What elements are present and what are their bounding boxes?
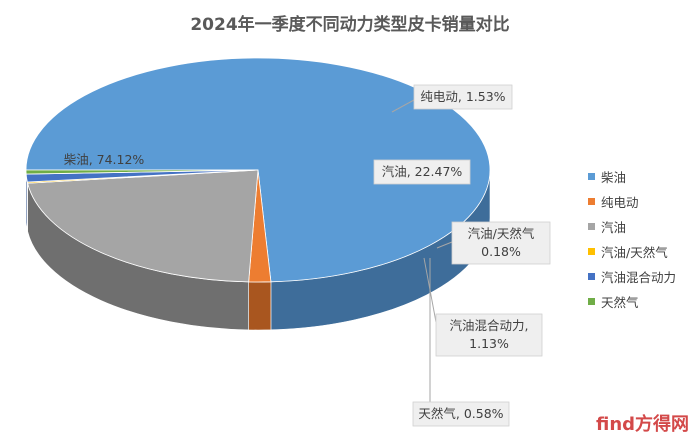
legend-label: 天然气	[601, 295, 639, 310]
data-label-box-1	[413, 84, 513, 110]
data-label-2: 汽油, 22.47%	[382, 164, 463, 179]
legend-label: 汽油	[601, 220, 627, 235]
legend-label: 纯电动	[601, 195, 639, 210]
data-label-1: 纯电动, 1.53%	[420, 89, 505, 104]
legend-item-4: 汽油混合动力	[588, 264, 676, 289]
data-labels: 柴油, 74.12% 纯电动, 1.53% 汽油, 22.47% 汽油/天然气 0.18…	[64, 84, 551, 427]
chart-title: 2024年一季度不同动力类型皮卡销量对比	[190, 15, 510, 35]
legend-swatch	[588, 173, 595, 180]
leader-line-3	[436, 241, 453, 249]
legend-item-3: 汽油/天然气	[588, 239, 676, 264]
legend-label: 汽油混合动力	[601, 270, 677, 285]
legend-swatch	[588, 248, 595, 255]
data-label-box-3	[451, 221, 551, 265]
legend-item-5: 天然气	[588, 289, 676, 314]
legend-swatch	[588, 223, 595, 230]
data-label-box-5	[412, 401, 510, 427]
data-label-0: 柴油, 74.12%	[64, 152, 145, 167]
data-label-5: 天然气, 0.58%	[418, 406, 503, 421]
legend-label: 柴油	[601, 170, 627, 185]
data-label-4: 汽油混合动力, 1.13%	[450, 318, 529, 351]
pie-slice-2	[27, 169, 259, 283]
leader-line-1	[391, 99, 415, 113]
data-label-box-4	[435, 313, 543, 357]
data-label-box-2	[373, 159, 471, 185]
legend-swatch	[588, 198, 595, 205]
data-label-3: 汽油/天然气 0.18%	[468, 226, 535, 259]
pie-side-1	[248, 281, 272, 331]
legend-swatch	[588, 298, 595, 305]
legend-label: 汽油/天然气	[601, 245, 668, 260]
pie-slice-5	[25, 169, 259, 175]
pie-top-faces	[25, 57, 491, 283]
legend-swatch	[588, 273, 595, 280]
legend-item-0: 柴油	[588, 164, 676, 189]
legend-item-2: 汽油	[588, 214, 676, 239]
legend-item-1: 纯电动	[588, 189, 676, 214]
legend: 柴油纯电动汽油汽油/天然气 汽油混合动力 天然气	[588, 164, 676, 314]
watermark-logo: find方得网	[596, 414, 690, 435]
